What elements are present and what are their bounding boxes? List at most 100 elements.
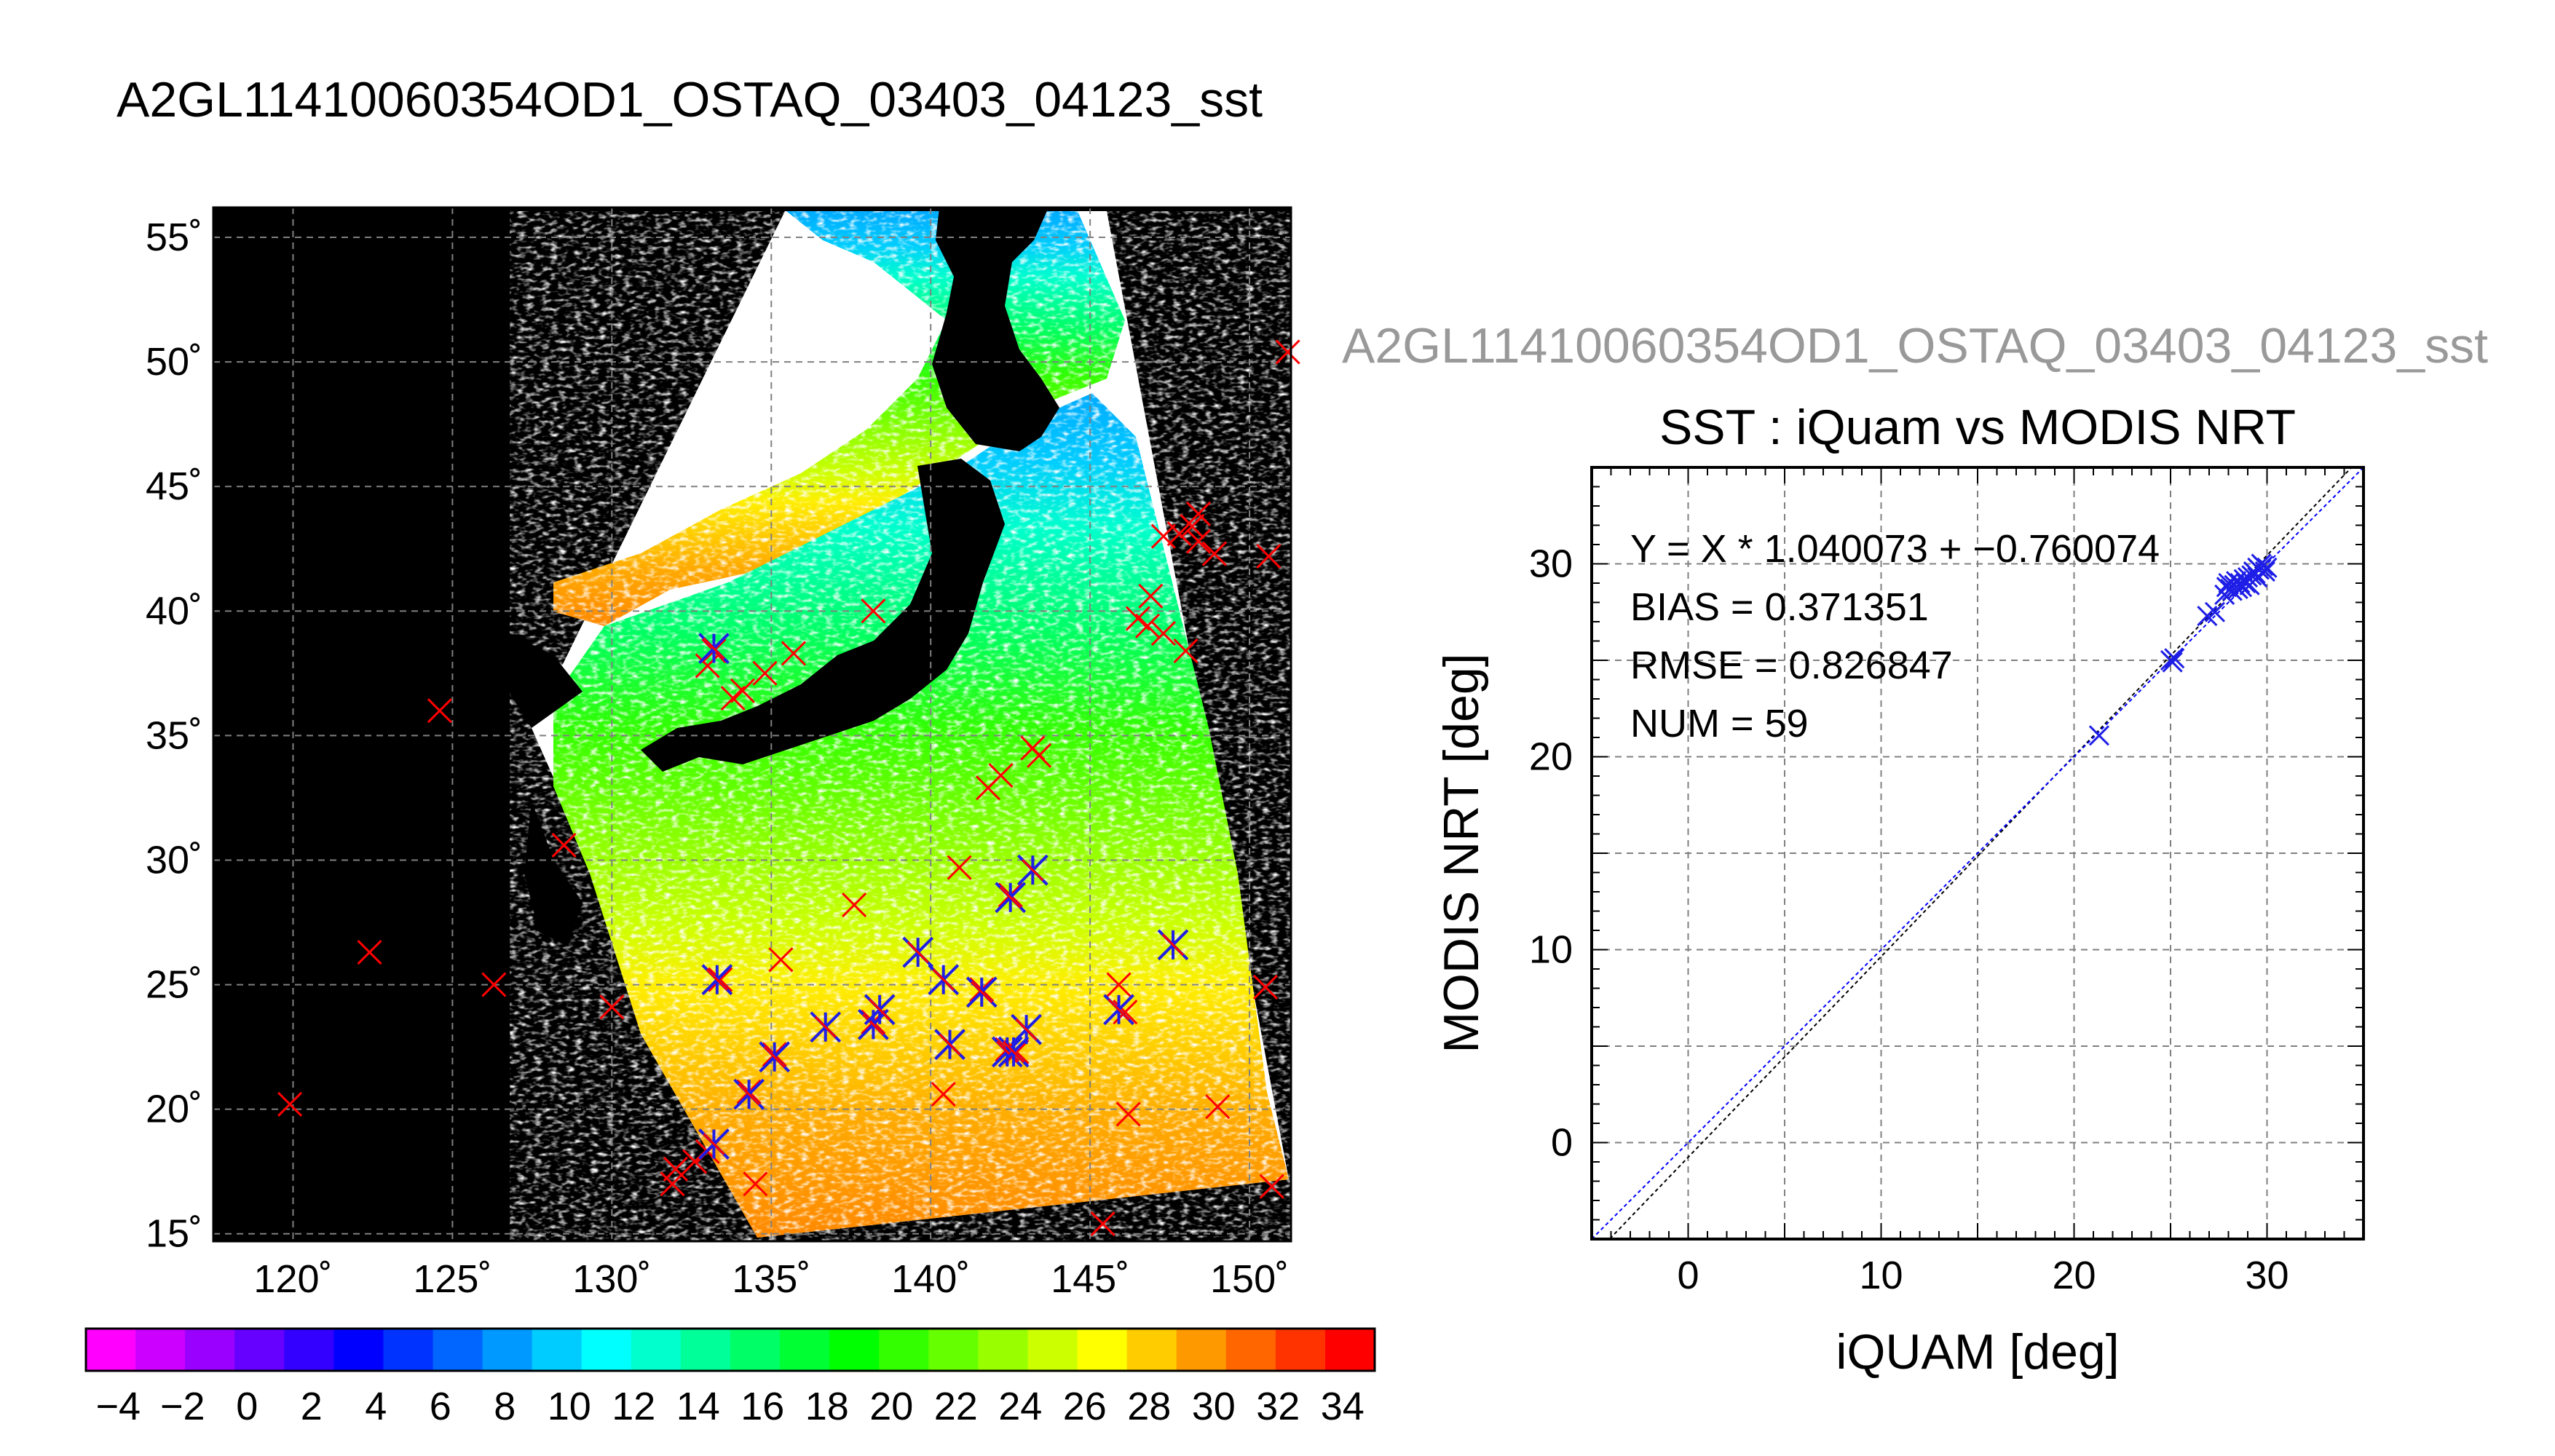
map-y-tick-label: 15˚ <box>146 1212 202 1256</box>
colorbar-tick-label: 6 <box>430 1385 451 1428</box>
scatter-y-tick-label: 30 <box>1529 542 1573 586</box>
matchup-marker <box>1016 854 1049 886</box>
insitu-marker <box>277 1091 303 1117</box>
num-value: NUM = 59 <box>1630 702 1809 745</box>
map-y-tick-label: 55˚ <box>146 215 202 259</box>
colorbar-cell <box>829 1329 880 1371</box>
colorbar-cell <box>185 1329 236 1371</box>
colorbar-cell <box>1027 1329 1078 1371</box>
colorbar-cell <box>284 1329 335 1371</box>
matchup-markers <box>698 633 1189 1160</box>
insitu-marker <box>1090 1211 1115 1237</box>
matchup-marker <box>810 1011 842 1043</box>
matchup-marker <box>698 1128 730 1160</box>
scatter-x-tick-label: 0 <box>1677 1254 1699 1297</box>
insitu-marker <box>1115 1101 1141 1127</box>
colorbar-cell <box>383 1329 434 1371</box>
matchup-marker <box>1011 1013 1042 1045</box>
map-y-tick-label: 30˚ <box>146 838 202 882</box>
scatter-y-tick-label: 10 <box>1529 928 1573 972</box>
colorbar-cell <box>1275 1329 1326 1371</box>
matchup-marker <box>864 994 896 1026</box>
scatter-annotations: Y = X * 1.040073 + −0.760074 BIAS = 0.37… <box>1630 527 2160 745</box>
map-x-tick-label: 145˚ <box>1051 1257 1129 1301</box>
scatter-point <box>2253 555 2274 577</box>
colorbar-tick-label: 0 <box>236 1385 258 1428</box>
page-title: A2GL11410060354OD1_OSTAQ_03403_04123_sst <box>117 72 1263 127</box>
colorbar-cell <box>1126 1329 1177 1371</box>
scatter-x-tick-label: 20 <box>2052 1254 2096 1297</box>
map-frame <box>212 206 1292 1243</box>
map-y-tick-label: 40˚ <box>146 589 202 633</box>
insitu-marker <box>752 660 778 686</box>
matchup-marker <box>902 936 934 968</box>
matchup-marker <box>1157 929 1189 961</box>
scatter-y-label: MODIS NRT [deg] <box>1434 653 1489 1053</box>
colorbar-cell <box>780 1329 830 1371</box>
map-x-tick-label: 150˚ <box>1210 1257 1289 1301</box>
scatter-point <box>2220 578 2241 600</box>
insitu-marker <box>1106 972 1132 997</box>
insitu-marker <box>1259 1174 1284 1199</box>
insitu-marker <box>1185 529 1212 554</box>
map-x-tick-label: 120˚ <box>253 1257 332 1301</box>
fit-line <box>1608 467 2353 1239</box>
colorbar-cell <box>532 1329 583 1371</box>
matchup-marker <box>1103 994 1134 1026</box>
matchup-marker <box>928 964 960 996</box>
insitu-marker <box>663 1156 688 1182</box>
colorbar-tick-label: 16 <box>741 1385 784 1428</box>
matchup-marker <box>995 882 1027 914</box>
colorbar-tick-label: 10 <box>548 1385 591 1428</box>
insitu-marker <box>1205 1094 1231 1120</box>
colorbar-tick-label: 22 <box>934 1385 978 1428</box>
insitu-marker <box>357 940 382 965</box>
scatter-y-tick-label: 0 <box>1551 1121 1573 1165</box>
insitu-marker <box>599 994 625 1020</box>
map-y-tick-label: 35˚ <box>146 713 202 757</box>
insitu-marker <box>842 893 867 918</box>
insitu-marker <box>1134 613 1161 638</box>
colorbar-tick-label: 34 <box>1321 1385 1365 1428</box>
insitu-marker <box>481 972 507 997</box>
insitu-marker <box>988 763 1014 788</box>
scatter-y-tick-label: 20 <box>1529 735 1573 779</box>
matchup-marker <box>934 1029 965 1061</box>
colorbar: −4 −2 0 2 4 6 8 10 12 14 16 18 20 22 24 26 28 30 32 34 <box>84 1327 1376 1428</box>
colorbar-tick-label: 18 <box>805 1385 849 1428</box>
map-x-tick-label: 130˚ <box>572 1257 651 1301</box>
insitu-marker <box>861 598 886 624</box>
scatter-x-tick-label: 10 <box>1859 1254 1903 1297</box>
scatter-plot: SST : iQuam vs MODIS NRT 0 10 20 300102030 … <box>1434 400 2365 1380</box>
scatter-point <box>2164 648 2185 669</box>
matchup-marker <box>698 633 730 665</box>
insitu-marker <box>1201 541 1227 566</box>
insitu-marker <box>1166 521 1192 547</box>
sst-map: 120˚ 125˚ 130˚ 135˚ 140˚ 145˚ 150˚ 15˚ 20˚ 25˚ 30… <box>146 206 1300 1301</box>
map-y-tick-label: 45˚ <box>146 464 202 508</box>
colorbar-tick-label: 24 <box>998 1385 1042 1428</box>
colorbar-tick-label: −4 <box>95 1385 141 1428</box>
insitu-marker <box>947 855 972 880</box>
scatter-x-label: iQUAM [deg] <box>1836 1324 2119 1380</box>
insitu-marker <box>1173 638 1198 664</box>
bias-value: BIAS = 0.371351 <box>1630 585 1929 629</box>
colorbar-tick-label: 32 <box>1256 1385 1300 1428</box>
colorbar-tick-label: 2 <box>301 1385 323 1428</box>
insitu-marker <box>1004 1039 1030 1065</box>
colorbar-cell <box>433 1329 483 1371</box>
colorbar-tick-label: 4 <box>365 1385 387 1428</box>
scatter-point <box>2162 652 2183 673</box>
colorbar-cell <box>928 1329 979 1371</box>
scatter-points <box>2088 553 2278 746</box>
colorbar-tick-label: 14 <box>676 1385 720 1428</box>
map-x-tick-labels: 120˚ 125˚ 130˚ 135˚ 140˚ 145˚ 150˚ <box>253 1257 1289 1301</box>
insitu-marker <box>551 832 577 858</box>
colorbar-cell <box>879 1329 930 1371</box>
scatter-x-tick-label: 30 <box>2245 1254 2289 1297</box>
insitu-marker <box>660 1171 685 1197</box>
colorbar-tick-label: 30 <box>1192 1385 1236 1428</box>
colorbar-tick-label: −2 <box>160 1385 205 1428</box>
colorbar-cell <box>1176 1329 1227 1371</box>
scatter-point <box>2247 566 2268 588</box>
